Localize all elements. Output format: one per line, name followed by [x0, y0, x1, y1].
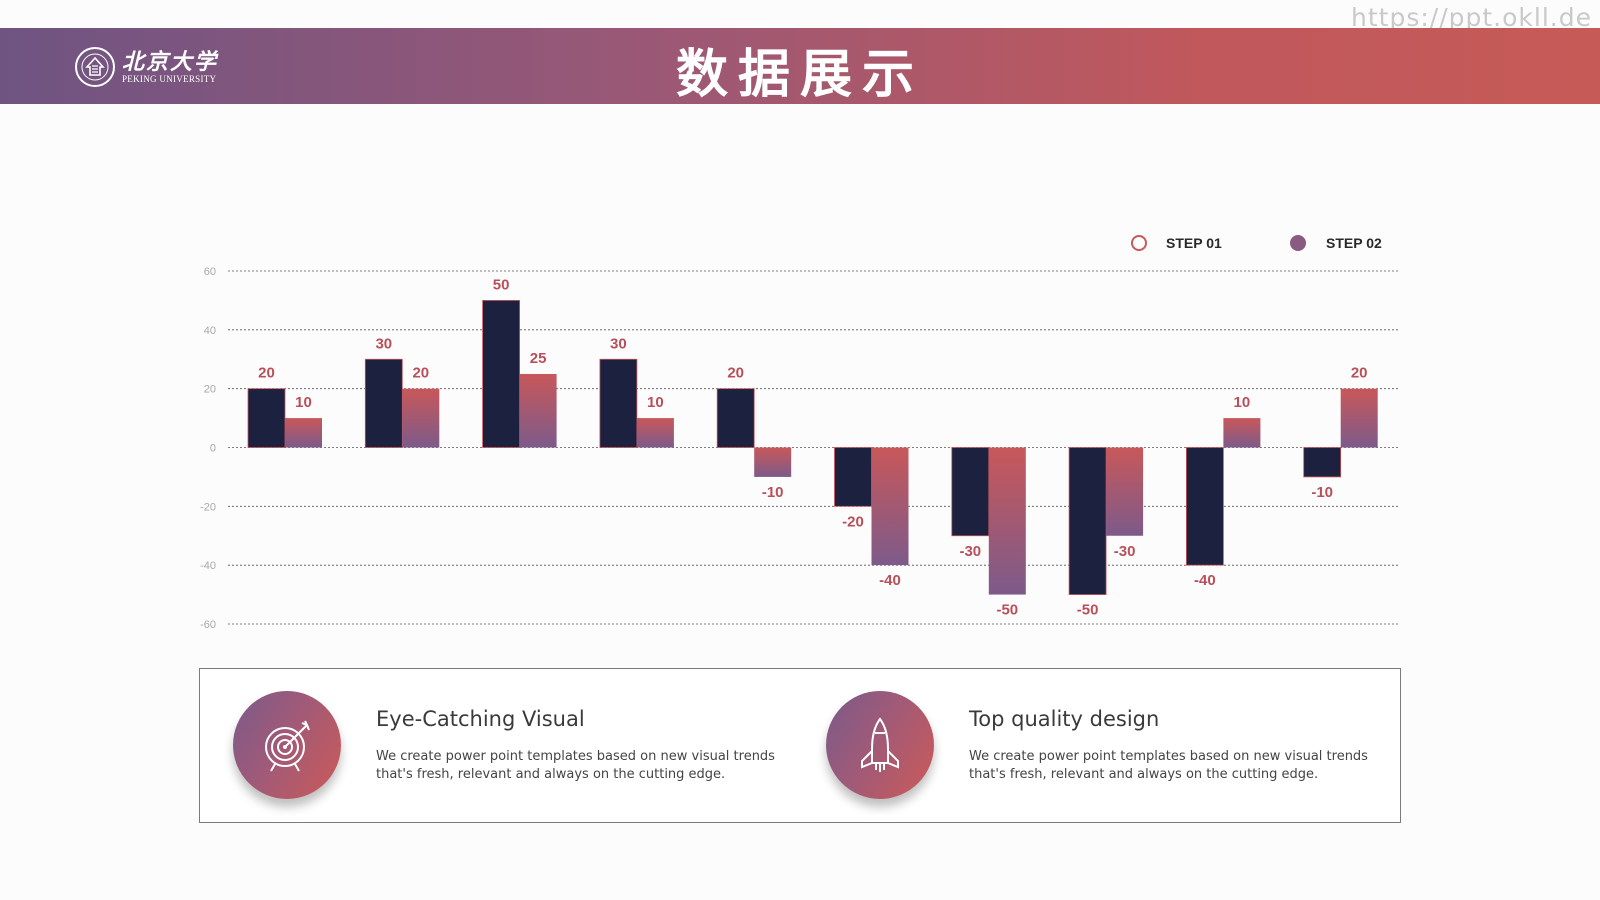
bar-step01: [716, 388, 755, 448]
logo-english-name: PEKING UNIVERSITY: [122, 73, 217, 84]
features-panel: Eye-Catching Visual We create power poin…: [199, 668, 1401, 823]
target-icon: [265, 720, 310, 772]
data-label-step02: 10: [647, 394, 664, 411]
y-tick-label: -20: [200, 501, 216, 513]
bar-step01: [1303, 447, 1342, 478]
watermark-url: https://ppt.okll.de: [1351, 3, 1592, 32]
rocket-icon: [861, 717, 899, 772]
data-label-step02: -30: [1114, 543, 1136, 560]
y-tick-label: 40: [204, 325, 216, 337]
bar-step02: [1223, 418, 1261, 448]
feature-eye-catching: Eye-Catching Visual We create power poin…: [200, 669, 775, 822]
bar-step02: [988, 447, 1026, 595]
legend-step01-marker: [1131, 235, 1147, 251]
y-tick-label: -60: [200, 619, 216, 631]
bar-step02: [754, 447, 792, 477]
bar-step02: [1106, 447, 1144, 536]
bar-step02: [519, 373, 557, 448]
bar-step01: [1186, 447, 1224, 566]
university-seal-icon: [75, 47, 115, 87]
data-label-step01: -40: [1194, 572, 1216, 589]
data-label-step01: 30: [375, 335, 392, 352]
feature-description: We create power point templates based on…: [376, 749, 775, 782]
logo-chinese-name: 北京大学: [122, 48, 219, 75]
bar-step02: [1340, 388, 1378, 448]
header-banner: 北京大学 PEKING UNIVERSITY 数据展示: [0, 28, 1600, 105]
y-tick-label: 20: [204, 384, 216, 396]
data-label-step02: -50: [996, 602, 1018, 619]
legend-step02-label: STEP 02: [1326, 235, 1382, 251]
data-label-step02: 10: [1234, 394, 1251, 411]
data-label-step01: -20: [842, 513, 864, 530]
legend-step02-marker: [1290, 235, 1306, 251]
bar-step01: [247, 388, 286, 448]
data-label-step01: 50: [493, 276, 510, 293]
bar-step02: [402, 388, 440, 448]
bar-chart: 60 40 20 0 -20 -40 -60 20 10 30 20 50 25 30 10 20 -10 -2…: [200, 235, 1398, 631]
data-label-step01: -30: [959, 543, 981, 560]
bar-step02: [636, 418, 674, 448]
feature-title: Eye-Catching Visual: [376, 707, 585, 731]
data-label-step02: 20: [1351, 365, 1368, 382]
bar-step01: [1068, 447, 1107, 595]
data-label-step02: -40: [879, 572, 901, 589]
feature-icon-badge: [826, 691, 934, 799]
university-logo: 北京大学 PEKING UNIVERSITY: [75, 47, 218, 87]
data-label-step01: 20: [727, 365, 744, 382]
data-label-step02: 25: [530, 350, 547, 367]
page-title: 数据展示: [675, 45, 924, 105]
bar-step01: [834, 447, 872, 507]
data-label-step02: 10: [295, 394, 312, 411]
bar-step01: [599, 358, 638, 448]
bar-step02: [285, 418, 322, 448]
feature-description: We create power point templates based on…: [969, 749, 1368, 782]
data-label-step01: 30: [610, 335, 627, 352]
bar-step02: [871, 447, 909, 566]
y-tick-label: 0: [210, 443, 216, 455]
bar-step01: [951, 447, 990, 537]
chart-legend: STEP 01 STEP 02: [1131, 235, 1382, 251]
feature-title: Top quality design: [969, 707, 1160, 731]
feature-top-quality: Top quality design We create power point…: [793, 669, 1368, 822]
data-label-step01: -50: [1077, 602, 1099, 619]
data-label-step02: 20: [412, 365, 429, 382]
data-label-step01: 20: [258, 365, 275, 382]
legend-step01-label: STEP 01: [1166, 235, 1222, 251]
data-label-step01: -10: [1311, 484, 1333, 501]
bar-step01: [482, 300, 521, 448]
data-label-step02: -10: [762, 484, 784, 501]
bar-step01: [364, 358, 403, 448]
y-tick-label: 60: [204, 266, 216, 278]
y-tick-label: -40: [200, 560, 216, 572]
feature-icon-badge: [233, 691, 341, 799]
